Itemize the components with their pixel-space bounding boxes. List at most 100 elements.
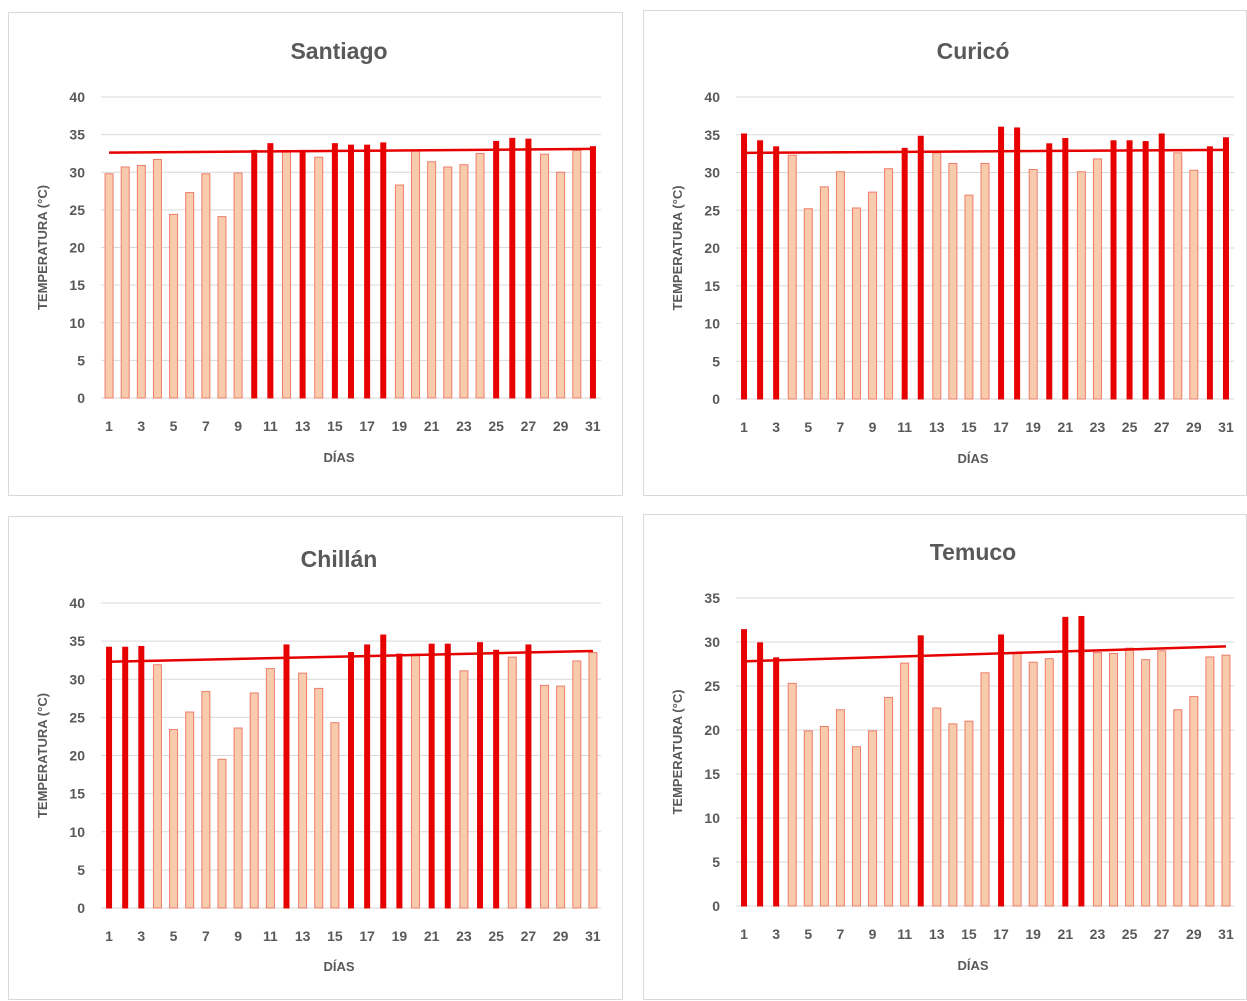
bar-high (138, 645, 145, 909)
bar-high (757, 140, 764, 400)
bar (556, 171, 566, 399)
bar-high (1206, 146, 1213, 400)
bar (411, 653, 421, 909)
bar-high (509, 137, 516, 399)
bar (1076, 171, 1086, 400)
bar (427, 161, 437, 399)
x-tick-label: 9 (869, 419, 877, 435)
bar-high (1062, 616, 1069, 907)
bar (980, 162, 990, 400)
bar (540, 684, 550, 909)
bar-high (331, 143, 338, 399)
y-tick-label: 30 (704, 634, 720, 650)
x-tick-label: 5 (170, 418, 178, 434)
y-tick-label: 20 (69, 748, 85, 764)
x-tick-label: 9 (234, 928, 242, 944)
x-tick-label: 19 (392, 418, 408, 434)
bar-high (348, 652, 354, 909)
x-tick-label: 1 (105, 928, 113, 944)
x-tick-label: 25 (488, 928, 504, 944)
y-axis-title: TEMPERATURA (°C) (35, 693, 50, 818)
bar (314, 687, 324, 909)
bar (884, 168, 894, 400)
bar (835, 709, 845, 907)
bar (1173, 152, 1183, 400)
x-tick-label: 11 (897, 926, 912, 942)
bar (572, 660, 582, 909)
bar (1092, 158, 1102, 400)
bar (152, 158, 162, 399)
chart-title: Curicó (937, 38, 1010, 64)
bar (932, 152, 942, 400)
bar (787, 682, 797, 907)
y-tick-label: 10 (69, 824, 85, 840)
x-tick-label: 1 (740, 926, 748, 942)
bar (948, 723, 958, 907)
bar-high (364, 644, 371, 909)
y-tick-label: 5 (712, 353, 720, 369)
bar (1141, 659, 1151, 907)
bar (411, 149, 421, 399)
y-tick-label: 35 (69, 633, 85, 649)
bar (249, 692, 259, 909)
bar (819, 186, 829, 400)
bar (540, 153, 550, 399)
bar (948, 162, 958, 400)
bar-high (917, 635, 924, 907)
x-tick-label: 3 (137, 928, 145, 944)
bar (233, 172, 243, 399)
bar (1125, 647, 1135, 907)
x-tick-label: 1 (740, 419, 748, 435)
bar (572, 149, 582, 399)
bar-high (998, 126, 1005, 400)
trend-line (744, 148, 1226, 155)
x-tick-label: 17 (993, 419, 1009, 435)
bar (136, 164, 146, 399)
y-tick-label: 15 (704, 278, 720, 294)
bar-high (428, 643, 435, 909)
bar (459, 164, 469, 399)
bar-high (493, 140, 500, 399)
x-tick-label: 29 (1186, 419, 1202, 435)
bar (556, 685, 566, 909)
x-axis-title: DÍAS (323, 959, 354, 974)
bar-high (493, 649, 500, 909)
x-tick-label: 7 (837, 419, 845, 435)
bar (185, 192, 195, 399)
x-tick-label: 27 (1154, 419, 1170, 435)
x-tick-label: 3 (137, 418, 145, 434)
chart-panel-chillan: 0 5 10 15 20 25 30 35 40 1 3 5 7 9 11 13 15 17 19 21 23 25 27 2… (8, 516, 623, 1000)
bar (884, 696, 894, 907)
bar-high (1126, 140, 1133, 400)
y-tick-label: 30 (69, 671, 85, 687)
bar-high (1142, 141, 1149, 400)
x-tick-label: 23 (1090, 419, 1106, 435)
bar (1012, 652, 1022, 907)
bar (169, 213, 179, 399)
trend-line (109, 147, 593, 154)
bar (980, 672, 990, 907)
bar-high (757, 642, 764, 907)
y-tick-label: 0 (712, 898, 720, 914)
x-tick-label: 31 (585, 418, 601, 434)
x-tick-label: 21 (1058, 926, 1074, 942)
bar (298, 672, 308, 909)
bar (964, 194, 974, 400)
bar (1044, 658, 1054, 907)
x-tick-label: 15 (327, 928, 343, 944)
bar (1028, 661, 1038, 907)
bar-high (741, 133, 748, 400)
trend-line (743, 645, 1227, 663)
bar (217, 216, 227, 399)
bar-high (589, 146, 596, 399)
bar (835, 171, 845, 400)
bar-high (773, 657, 780, 907)
bar (1205, 656, 1215, 907)
bar (588, 652, 598, 909)
y-tick-label: 10 (704, 810, 720, 826)
x-axis-title: DÍAS (323, 450, 354, 465)
x-tick-label: 27 (521, 928, 537, 944)
x-tick-label: 29 (553, 418, 569, 434)
